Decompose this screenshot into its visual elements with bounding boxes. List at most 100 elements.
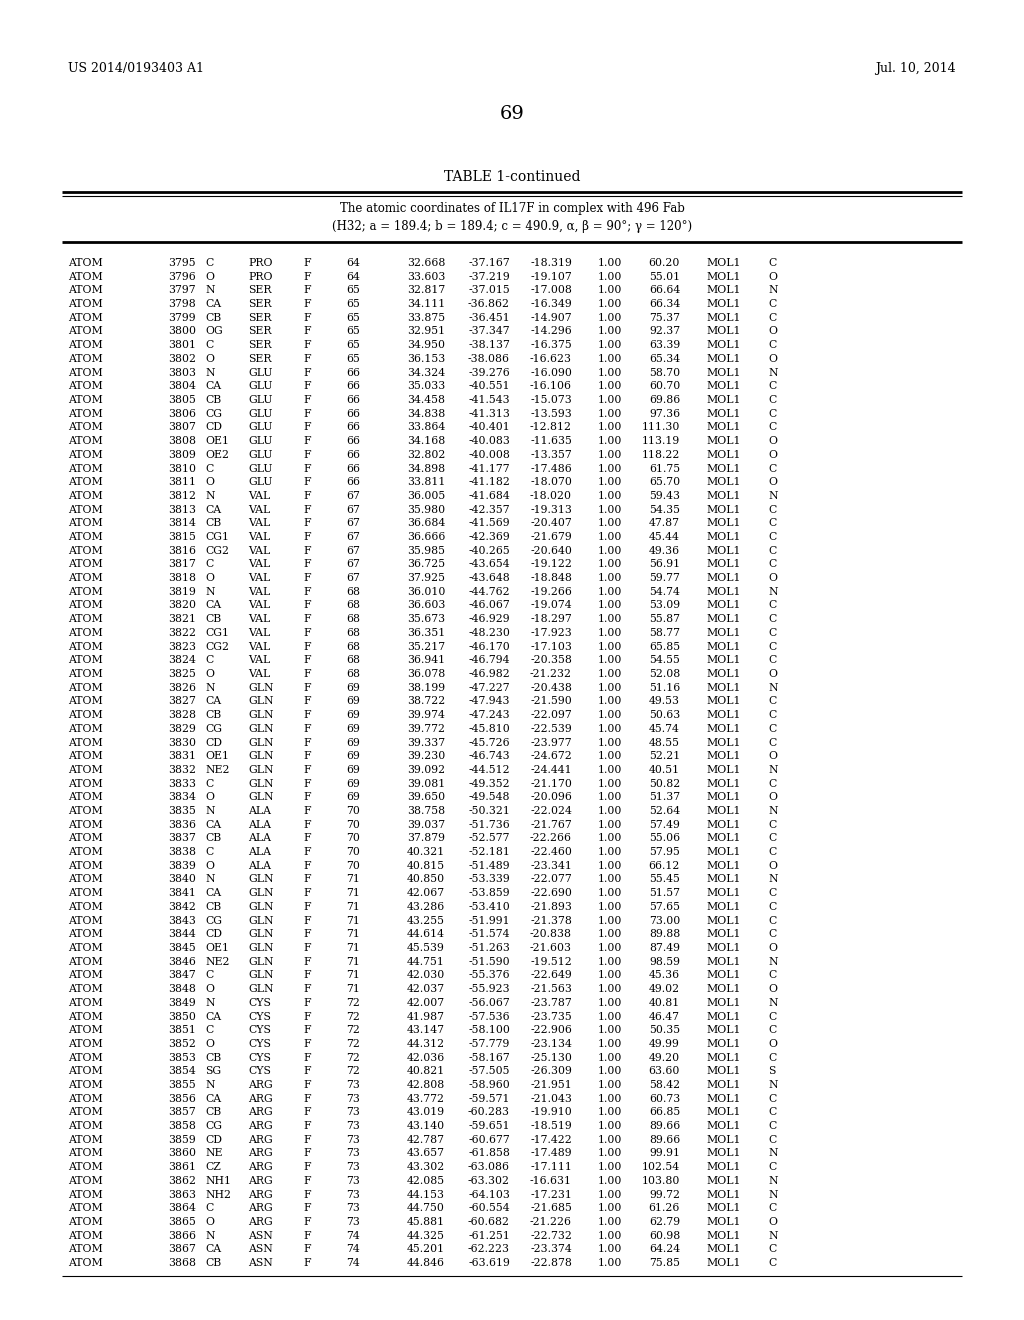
Text: -37.167: -37.167 [468, 257, 510, 268]
Text: 44.614: 44.614 [407, 929, 445, 940]
Text: N: N [768, 1080, 777, 1090]
Text: 98.59: 98.59 [649, 957, 680, 966]
Text: 61.75: 61.75 [649, 463, 680, 474]
Text: F: F [303, 847, 310, 857]
Text: 35.217: 35.217 [407, 642, 445, 652]
Text: 35.980: 35.980 [407, 504, 445, 515]
Text: 3835: 3835 [168, 807, 196, 816]
Text: 3815: 3815 [168, 532, 196, 543]
Text: 64: 64 [346, 272, 360, 281]
Text: VAL: VAL [248, 655, 270, 665]
Text: 36.005: 36.005 [407, 491, 445, 500]
Text: 67: 67 [346, 491, 360, 500]
Text: 3828: 3828 [168, 710, 196, 721]
Text: MOL1: MOL1 [706, 422, 740, 433]
Text: -41.684: -41.684 [468, 491, 510, 500]
Text: F: F [303, 669, 310, 678]
Text: -17.008: -17.008 [530, 285, 572, 296]
Text: 1.00: 1.00 [598, 601, 622, 610]
Text: 69: 69 [346, 723, 360, 734]
Text: 3842: 3842 [168, 902, 196, 912]
Text: 45.201: 45.201 [407, 1245, 445, 1254]
Text: -47.243: -47.243 [468, 710, 510, 721]
Text: MOL1: MOL1 [706, 436, 740, 446]
Text: F: F [303, 1052, 310, 1063]
Text: C: C [768, 1258, 776, 1269]
Text: 38.199: 38.199 [407, 682, 445, 693]
Text: -59.571: -59.571 [469, 1094, 510, 1104]
Text: 66: 66 [346, 450, 360, 459]
Text: ATOM: ATOM [68, 1245, 102, 1254]
Text: 42.036: 42.036 [407, 1052, 445, 1063]
Text: 39.337: 39.337 [407, 738, 445, 747]
Text: F: F [303, 1217, 310, 1228]
Text: -36.862: -36.862 [468, 300, 510, 309]
Text: F: F [303, 272, 310, 281]
Text: 3796: 3796 [168, 272, 196, 281]
Text: MOL1: MOL1 [706, 1204, 740, 1213]
Text: C: C [205, 847, 213, 857]
Text: CB: CB [205, 710, 221, 721]
Text: 3840: 3840 [168, 874, 196, 884]
Text: MOL1: MOL1 [706, 792, 740, 803]
Text: -44.762: -44.762 [468, 587, 510, 597]
Text: ARG: ARG [248, 1148, 272, 1159]
Text: 3847: 3847 [168, 970, 196, 981]
Text: 92.37: 92.37 [649, 326, 680, 337]
Text: 45.36: 45.36 [649, 970, 680, 981]
Text: -63.086: -63.086 [468, 1162, 510, 1172]
Text: O: O [768, 751, 777, 762]
Text: F: F [303, 1121, 310, 1131]
Text: -49.548: -49.548 [469, 792, 510, 803]
Text: 54.55: 54.55 [649, 655, 680, 665]
Text: 40.850: 40.850 [407, 874, 445, 884]
Text: NH1: NH1 [205, 1176, 231, 1185]
Text: ATOM: ATOM [68, 614, 102, 624]
Text: 3833: 3833 [168, 779, 196, 788]
Text: F: F [303, 1230, 310, 1241]
Text: 73: 73 [346, 1135, 360, 1144]
Text: 49.36: 49.36 [649, 545, 680, 556]
Text: MOL1: MOL1 [706, 519, 740, 528]
Text: 51.16: 51.16 [649, 682, 680, 693]
Text: ATOM: ATOM [68, 1162, 102, 1172]
Text: F: F [303, 587, 310, 597]
Text: -19.107: -19.107 [530, 272, 572, 281]
Text: F: F [303, 1258, 310, 1269]
Text: ALA: ALA [248, 861, 271, 871]
Text: -21.378: -21.378 [530, 916, 572, 925]
Text: 1.00: 1.00 [598, 1162, 622, 1172]
Text: 1.00: 1.00 [598, 833, 622, 843]
Text: C: C [205, 257, 213, 268]
Text: -58.167: -58.167 [468, 1052, 510, 1063]
Text: ASN: ASN [248, 1230, 272, 1241]
Text: 73: 73 [346, 1217, 360, 1228]
Text: O: O [205, 861, 214, 871]
Text: ATOM: ATOM [68, 888, 102, 898]
Text: CB: CB [205, 902, 221, 912]
Text: O: O [768, 861, 777, 871]
Text: C: C [768, 545, 776, 556]
Text: F: F [303, 491, 310, 500]
Text: 52.64: 52.64 [649, 807, 680, 816]
Text: OE1: OE1 [205, 436, 229, 446]
Text: F: F [303, 545, 310, 556]
Text: GLU: GLU [248, 422, 272, 433]
Text: GLN: GLN [248, 738, 273, 747]
Text: 3859: 3859 [168, 1135, 196, 1144]
Text: 42.007: 42.007 [407, 998, 445, 1007]
Text: GLN: GLN [248, 751, 273, 762]
Text: CYS: CYS [248, 998, 271, 1007]
Text: C: C [768, 560, 776, 569]
Text: 3857: 3857 [168, 1107, 196, 1118]
Text: CA: CA [205, 381, 221, 391]
Text: ARG: ARG [248, 1107, 272, 1118]
Text: -24.672: -24.672 [530, 751, 572, 762]
Text: N: N [768, 491, 777, 500]
Text: -56.067: -56.067 [468, 998, 510, 1007]
Text: C: C [768, 341, 776, 350]
Text: ATOM: ATOM [68, 970, 102, 981]
Text: US 2014/0193403 A1: US 2014/0193403 A1 [68, 62, 204, 75]
Text: 61.26: 61.26 [648, 1204, 680, 1213]
Text: 49.02: 49.02 [649, 985, 680, 994]
